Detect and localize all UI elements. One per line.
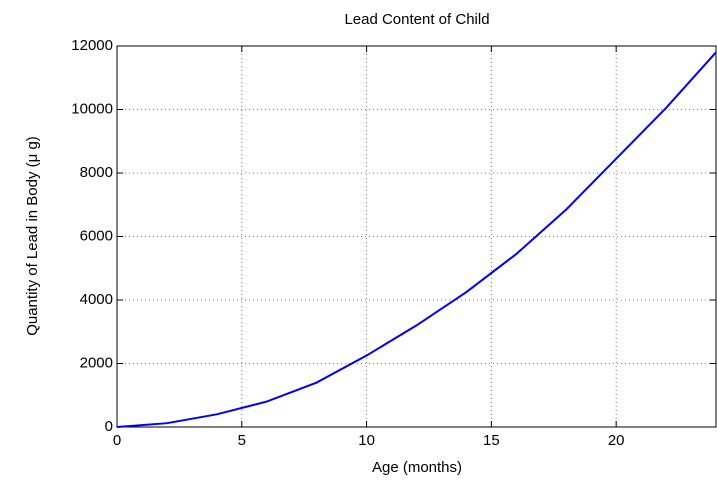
y-tick-label: 4000 xyxy=(80,291,113,308)
y-tick-label: 10000 xyxy=(71,100,113,117)
x-axis-label: Age (months) xyxy=(372,459,462,476)
y-tick-label: 6000 xyxy=(80,227,113,244)
y-tick-label: 2000 xyxy=(80,354,113,371)
x-tick-label: 10 xyxy=(358,432,375,449)
plot-frame xyxy=(116,45,717,428)
y-axis-label: Quantity of Lead in Body (μ g) xyxy=(24,136,41,336)
y-tick-label: 12000 xyxy=(71,37,113,54)
x-tick-label: 0 xyxy=(113,432,121,449)
x-tick-label: 5 xyxy=(238,432,246,449)
chart-title: Lead Content of Child xyxy=(344,11,489,28)
y-tick-label: 8000 xyxy=(80,164,113,181)
x-tick-label: 20 xyxy=(608,432,625,449)
line-series xyxy=(116,51,717,428)
y-tick-label: 0 xyxy=(105,418,113,435)
x-tick-label: 15 xyxy=(483,432,500,449)
